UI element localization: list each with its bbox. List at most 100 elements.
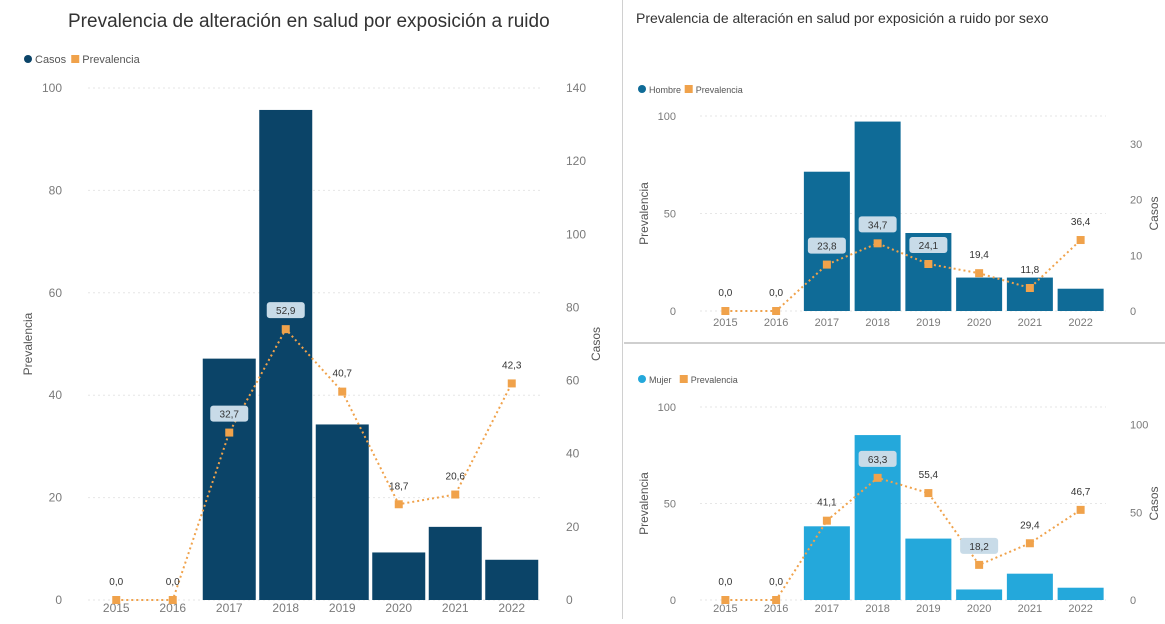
data-label-prevalencia-2017: 32,7 (220, 410, 240, 421)
bar-casos-2019 (315, 424, 369, 600)
point-prevalencia-2020 (394, 500, 403, 509)
y-tick-label: 0 (670, 595, 676, 607)
line-prevalencia (116, 327, 513, 601)
data-label-prevalencia-2017: 41,1 (817, 498, 837, 509)
chart-2: Prevalencia de alteración en salud por e… (636, 10, 1161, 329)
bar-mujer-2022 (1057, 587, 1104, 600)
y-tick-label: 20 (49, 491, 63, 505)
y-tick-label: 60 (49, 286, 63, 300)
y-right-tick-label: 100 (1130, 420, 1148, 432)
legend-marker-hombre (638, 85, 646, 93)
data-label-prevalencia-2016: 0,0 (166, 577, 180, 588)
data-label-box (210, 405, 249, 422)
bar-hombre-2018 (854, 121, 901, 311)
y-right-tick-label: 0 (1130, 306, 1136, 318)
y-right-tick-label: 140 (566, 81, 586, 95)
y-tick-label: 50 (664, 499, 676, 511)
data-label-box (858, 216, 897, 233)
x-tick-label: 2015 (713, 603, 737, 615)
bar-hombre-2021 (1006, 277, 1053, 311)
data-label-prevalencia-2016: 0,0 (769, 577, 783, 588)
x-tick-label: 2021 (442, 601, 469, 615)
y-tick-label: 100 (658, 111, 676, 123)
data-label-prevalencia-2015: 0,0 (109, 577, 123, 588)
bar-mujer-2021 (1006, 573, 1053, 600)
legend-label-prevalencia: Prevalencia (82, 54, 140, 66)
legend: Mujer Prevalencia (638, 375, 738, 385)
x-tick-label: 2020 (967, 603, 991, 615)
data-label-box (266, 302, 305, 319)
chart-1: Prevalencia de alteración en salud por e… (21, 11, 603, 615)
bar-casos-2017 (202, 358, 256, 600)
x-tick-label: 2021 (1018, 317, 1042, 329)
y-right-axis-title: Casos (1147, 486, 1161, 520)
point-prevalencia-2016 (772, 307, 781, 315)
bar-hombre-2020 (956, 277, 1003, 311)
x-tick-label: 2016 (764, 603, 788, 615)
x-tick-label: 2020 (967, 317, 991, 329)
data-label-box (807, 237, 846, 254)
point-prevalencia-2019 (338, 387, 347, 396)
point-prevalencia-2015 (721, 307, 730, 315)
chart-title: Prevalencia de alteración en salud por e… (68, 11, 550, 32)
y-right-tick-label: 50 (1130, 507, 1142, 519)
bar-mujer-2017 (803, 526, 850, 600)
vertical-divider (622, 0, 623, 619)
data-label-prevalencia-2021: 29,4 (1020, 520, 1040, 531)
legend: Casos Prevalencia (24, 54, 141, 66)
x-tick-label: 2015 (713, 317, 737, 329)
x-tick-label: 2017 (216, 601, 243, 615)
bar-casos-2018 (259, 109, 313, 600)
x-tick-label: 2022 (1068, 603, 1092, 615)
point-prevalencia-2018 (281, 325, 290, 334)
x-tick-label: 2016 (159, 601, 186, 615)
data-label-prevalencia-2021: 11,8 (1021, 265, 1040, 276)
y-right-tick-label: 60 (566, 374, 580, 388)
x-tick-label: 2018 (865, 603, 889, 615)
data-label-box (909, 237, 948, 254)
data-label-prevalencia-2018: 63,3 (868, 455, 888, 466)
x-tick-label: 2016 (764, 317, 788, 329)
data-label-prevalencia-2022: 46,7 (1071, 487, 1091, 498)
point-prevalencia-2022 (507, 379, 516, 388)
point-prevalencia-2017 (225, 428, 234, 437)
x-tick-label: 2022 (1068, 317, 1092, 329)
bar-casos-2021 (428, 526, 482, 600)
legend-label-mujer: Mujer (649, 375, 672, 385)
point-prevalencia-2017 (822, 260, 831, 269)
legend-marker-casos (24, 55, 32, 63)
point-prevalencia-2022 (1076, 236, 1085, 245)
point-prevalencia-2022 (1076, 505, 1085, 514)
data-label-prevalencia-2020: 19,4 (969, 250, 989, 261)
point-prevalencia-2016 (168, 596, 177, 604)
legend-marker-prevalencia (679, 375, 688, 383)
point-prevalencia-2021 (1025, 283, 1034, 292)
legend-label-casos: Casos (35, 54, 67, 66)
y-right-tick-label: 20 (1130, 195, 1142, 207)
horizontal-divider (624, 342, 1165, 344)
point-prevalencia-2019 (924, 489, 933, 498)
point-prevalencia-2020 (975, 269, 984, 278)
legend-marker-mujer (638, 375, 646, 383)
x-tick-label: 2019 (329, 601, 356, 615)
y-tick-label: 100 (42, 81, 62, 95)
y-right-tick-label: 0 (566, 593, 573, 607)
data-label-prevalencia-2022: 42,3 (502, 360, 522, 371)
y-right-tick-label: 40 (566, 447, 580, 461)
y-right-tick-label: 20 (566, 520, 580, 534)
legend-marker-prevalencia (71, 55, 80, 63)
data-label-prevalencia-2019: 55,4 (919, 470, 939, 481)
y-tick-label: 0 (670, 306, 676, 318)
data-label-prevalencia-2021: 20,6 (446, 472, 466, 483)
y-right-tick-label: 80 (566, 300, 580, 314)
point-prevalencia-2015 (112, 596, 121, 604)
bar-casos-2020 (372, 552, 426, 600)
data-label-prevalencia-2015: 0,0 (718, 288, 732, 299)
point-prevalencia-2015 (721, 596, 730, 604)
data-label-prevalencia-2018: 52,9 (276, 306, 296, 317)
legend-label-prevalencia: Prevalencia (696, 85, 743, 95)
point-prevalencia-2018 (873, 239, 882, 248)
legend-marker-prevalencia (684, 85, 693, 93)
x-tick-label: 2021 (1018, 603, 1042, 615)
point-prevalencia-2020 (975, 560, 984, 569)
